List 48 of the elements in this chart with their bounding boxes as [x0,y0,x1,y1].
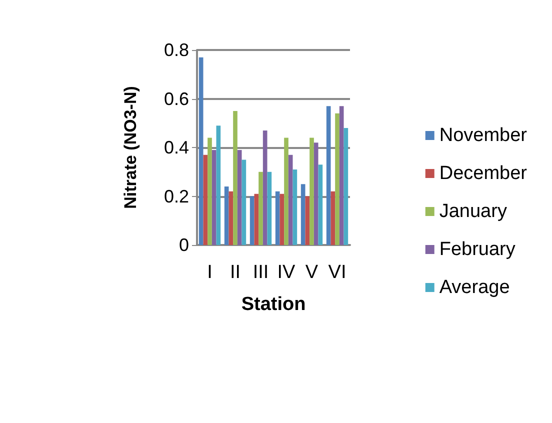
bar [237,150,242,245]
y-tick-label: 0.4 [164,138,189,158]
bar [267,172,272,245]
bar [233,110,238,245]
bar [326,106,331,245]
y-tick-label: 0.8 [164,40,189,60]
bar [310,138,314,245]
x-tick-label: IV [277,262,296,283]
bar [344,128,348,245]
bar [212,150,216,245]
bar [208,138,212,245]
y-axis-title: Nitrate (NO3-N) [121,86,140,209]
bar [305,196,310,245]
bar [275,191,280,245]
bar [292,169,298,245]
bar [224,186,229,245]
bar [198,57,204,245]
bar [288,154,293,245]
bar [314,142,318,245]
bar [318,164,323,245]
y-tick-label: 0.6 [164,88,189,109]
x-tick-label: II [230,262,241,283]
bar [228,191,234,245]
bar [262,130,268,245]
bar [216,126,221,245]
bar [242,160,246,245]
legend-label: January [439,201,508,222]
x-tick-label: VI [328,262,346,283]
bar [258,172,263,245]
legend-label: November [439,125,528,146]
bar [335,113,340,245]
bar [254,194,259,245]
y-tick-label: 0.2 [164,186,189,206]
legend-label: February [439,239,516,260]
x-tick-label: III [252,262,269,283]
bar [280,194,284,245]
x-tick-label: I [207,262,212,283]
x-axis-title: Station [241,294,306,315]
bar [339,106,344,245]
bar [250,196,254,245]
y-tick-label: 0 [178,235,189,255]
bar [330,191,336,245]
bar [300,184,306,245]
legend-label: December [439,163,528,184]
x-tick-label: V [305,262,318,283]
legend-label: Average [439,277,510,298]
bar [203,154,208,245]
bar [284,138,288,245]
